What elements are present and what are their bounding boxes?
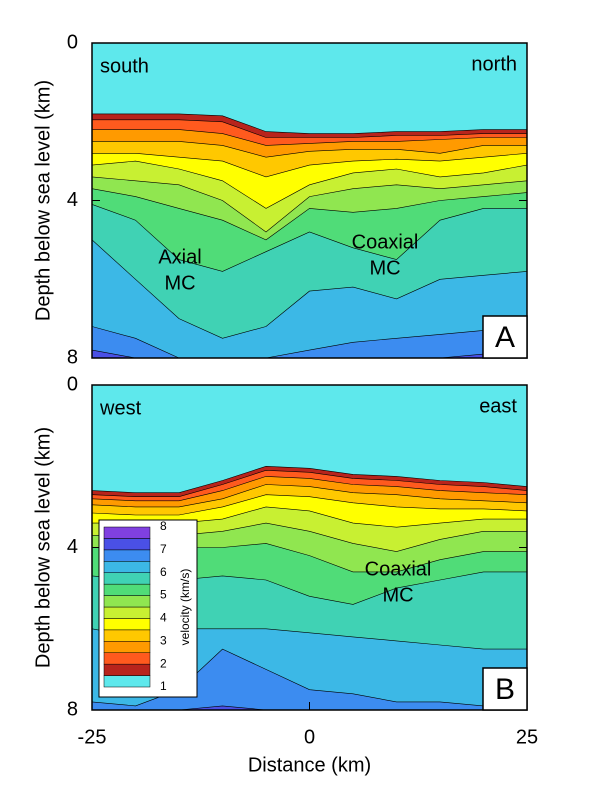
colorbar-swatch: [103, 618, 151, 631]
annotation: MC: [369, 257, 400, 279]
corner-label: east: [479, 395, 517, 417]
colorbar-tick-label: 4: [160, 611, 167, 625]
colorbar-tick-label: 6: [160, 565, 167, 579]
corner-label: north: [471, 53, 517, 75]
panel-label: B: [495, 673, 515, 706]
colorbar-swatch: [103, 652, 151, 665]
annotation: MC: [382, 584, 413, 606]
colorbar-swatch: [103, 595, 151, 608]
colorbar-swatch: [103, 606, 151, 619]
contour-line: [92, 204, 527, 272]
colorbar-swatch: [103, 641, 151, 653]
colorbar-swatch: [103, 572, 151, 585]
colorbar-tick-label: 2: [160, 656, 167, 670]
contour-line: [92, 494, 527, 516]
corner-label: south: [100, 55, 149, 77]
colorbar-swatch: [103, 663, 151, 676]
colorbar-tick-label: 8: [160, 519, 167, 533]
y-tick-label: 4: [67, 189, 78, 211]
contour-line: [92, 160, 527, 209]
y-tick-label: 8: [67, 346, 78, 368]
y-tick-label: 4: [67, 536, 78, 558]
y-tick-label: 0: [67, 373, 78, 395]
colorbar-swatch: [103, 561, 151, 573]
contour-line: [92, 176, 527, 233]
contour-line: [92, 484, 527, 508]
annotation: Coaxial: [365, 558, 432, 580]
colorbar-swatch: [103, 549, 151, 562]
y-tick-label: 0: [67, 31, 78, 53]
panel-label-box: [482, 315, 528, 359]
contour-line: [92, 349, 527, 358]
colorbar-swatch: [103, 538, 151, 551]
colorbar-swatch: [103, 526, 151, 539]
contour-line: [92, 119, 527, 138]
annotation: Axial: [158, 246, 201, 268]
colorbar-swatch: [103, 675, 151, 688]
panel-label-box: [482, 667, 528, 711]
panel-label: A: [495, 321, 515, 354]
y-tick-label: 8: [67, 698, 78, 720]
colorbar-tick-label: 5: [160, 588, 167, 602]
contour-line: [92, 239, 527, 339]
x-tick-label: 25: [516, 726, 538, 748]
contour-line: [92, 469, 527, 498]
corner-label: west: [99, 397, 142, 419]
velocity-band: [92, 326, 527, 358]
annotation: MC: [164, 272, 195, 294]
contour-line: [92, 153, 527, 178]
contour-line: [92, 326, 527, 358]
colorbar-label: velocity (km/s): [178, 569, 192, 646]
annotation: Coaxial: [352, 231, 419, 253]
x-axis-label: Distance (km): [248, 754, 371, 776]
velocity-band: [92, 649, 527, 710]
colorbar-tick-label: 7: [160, 542, 167, 556]
contour-line: [92, 476, 527, 502]
x-tick-label: -25: [78, 726, 107, 748]
colorbar-swatch: [103, 629, 151, 642]
contour-line: [92, 113, 527, 134]
y-axis-label: Depth below sea level (km): [32, 427, 54, 668]
contour-line: [92, 188, 527, 241]
contour-line: [92, 141, 527, 158]
x-tick-label: 0: [304, 726, 315, 748]
contour-line: [92, 465, 527, 494]
plot-area: [92, 385, 527, 710]
y-axis-label: Depth below sea level (km): [32, 80, 54, 321]
colorbar-tick-label: 1: [160, 679, 167, 693]
velocity-band: [92, 705, 527, 710]
contour-line: [92, 129, 527, 146]
plot-area: [92, 43, 527, 358]
colorbar-swatch: [103, 583, 151, 596]
colorbar-tick-label: 3: [160, 633, 167, 647]
